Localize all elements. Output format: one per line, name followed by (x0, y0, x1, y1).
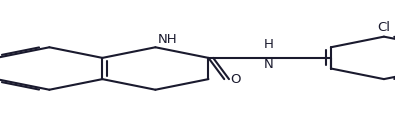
Text: N: N (264, 58, 274, 71)
Text: Cl: Cl (377, 21, 390, 34)
Text: H: H (264, 38, 274, 51)
Text: O: O (230, 73, 241, 86)
Text: NH: NH (157, 33, 177, 46)
